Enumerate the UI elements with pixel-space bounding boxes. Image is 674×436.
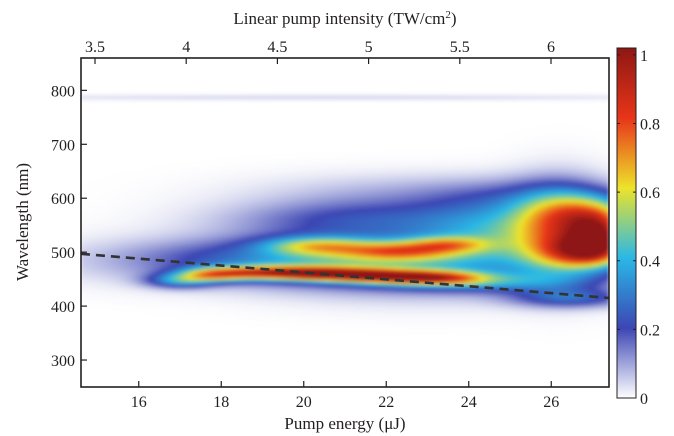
colorbar-tick-label: 1 — [640, 48, 648, 65]
top-tick-label: 4 — [182, 39, 190, 56]
top-axis-label: Linear pump intensity (TW/cm2) — [233, 9, 456, 28]
plot-area — [80, 57, 610, 388]
colorbar-tick-label: 0 — [640, 391, 648, 408]
top-tick-label: 3.5 — [85, 39, 105, 56]
top-axis: 3.5 4 4.5 5 5.5 6 — [85, 39, 555, 64]
y-tick-label: 500 — [51, 245, 75, 262]
plot-frame — [80, 57, 610, 388]
y-tick-label: 800 — [51, 83, 75, 100]
colorbar-tick-label: 0.6 — [640, 185, 660, 202]
dashed-trend-line — [81, 252, 609, 300]
y-tick-label: 400 — [51, 299, 75, 316]
y-tick-label: 300 — [51, 353, 75, 370]
left-axis: 300 400 500 600 700 800 — [51, 83, 87, 370]
colorbar: 0 0.2 0.4 0.6 0.8 1 — [616, 47, 660, 408]
top-tick-label: 5.5 — [450, 39, 470, 56]
bottom-axis: 16 18 20 22 24 26 — [131, 381, 559, 411]
top-tick-label: 6 — [547, 39, 555, 56]
y-axis-label: Wavelength (nm) — [13, 163, 32, 281]
top-tick-label: 5 — [365, 39, 373, 56]
x-tick-label: 24 — [461, 394, 477, 411]
colorbar-gradient — [616, 47, 637, 399]
x-axis-label: Pump energy (μJ) — [284, 414, 405, 433]
x-tick-label: 22 — [378, 394, 394, 411]
y-tick-label: 600 — [51, 191, 75, 208]
x-tick-label: 20 — [296, 394, 312, 411]
colorbar-tick-label: 0.8 — [640, 116, 660, 133]
heatmap-image — [81, 58, 609, 387]
colorbar-tick-label: 0.2 — [640, 322, 660, 339]
x-tick-label: 16 — [131, 394, 147, 411]
x-tick-label: 18 — [213, 394, 229, 411]
colorbar-tick-label: 0.4 — [640, 254, 660, 271]
top-tick-label: 4.5 — [267, 39, 287, 56]
x-tick-label: 26 — [543, 394, 559, 411]
colorbar-ticks: 0 0.2 0.4 0.6 0.8 1 — [617, 48, 660, 408]
y-tick-label: 700 — [51, 137, 75, 154]
